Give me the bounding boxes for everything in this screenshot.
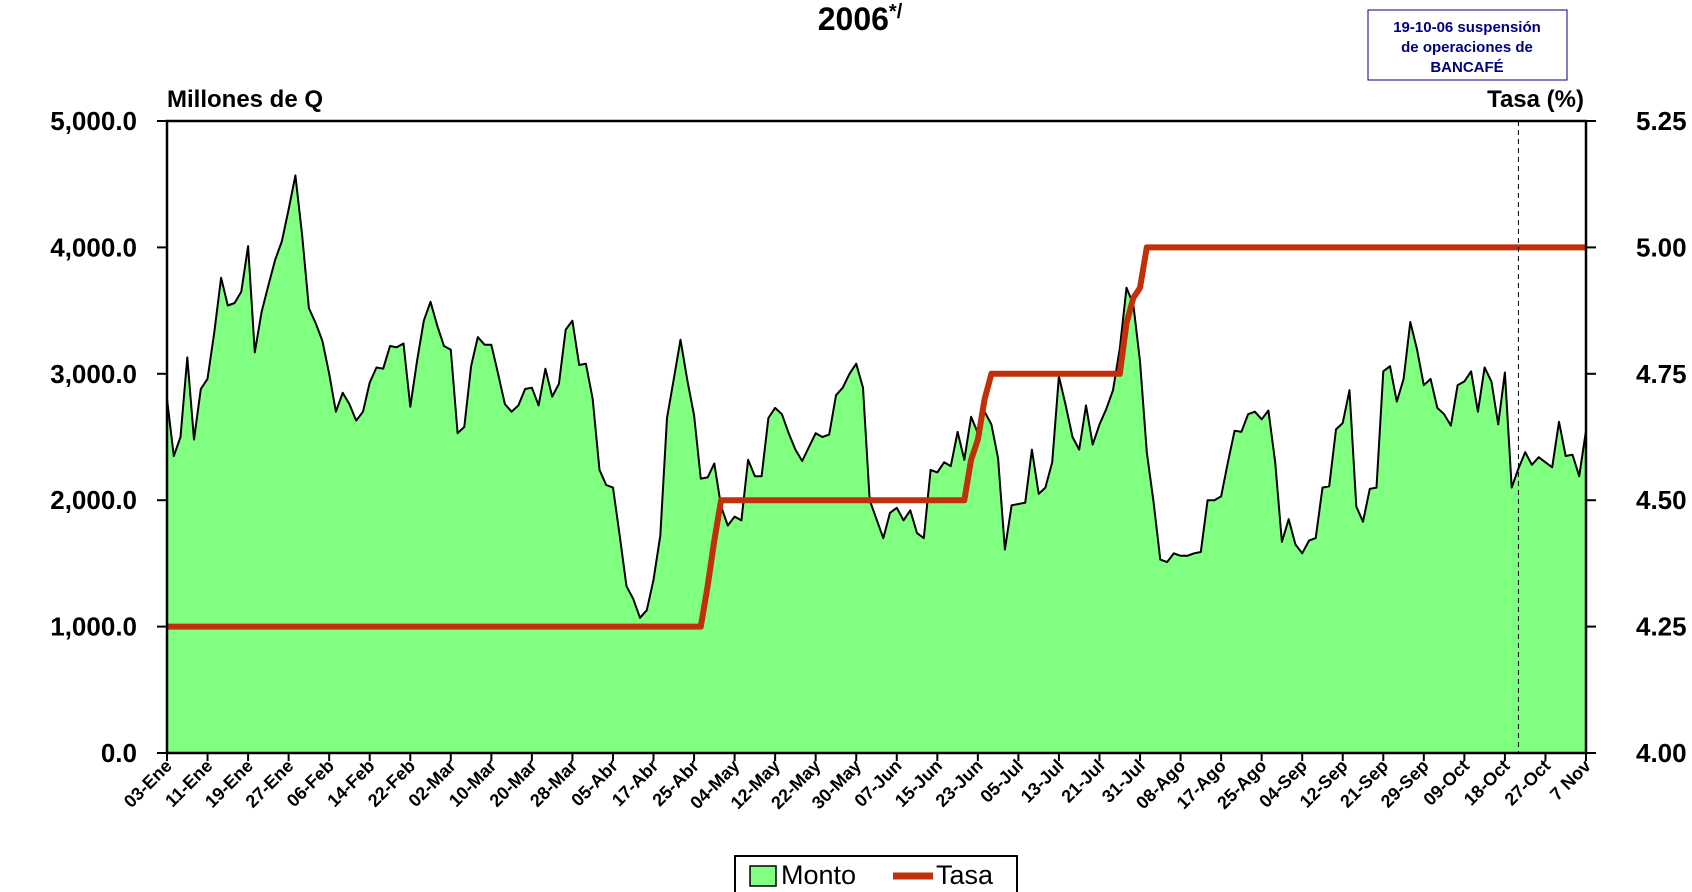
- x-tick-label: 21-Jul: [1057, 756, 1108, 807]
- y2-tick-label: 4.75: [1636, 359, 1687, 389]
- area: [166, 174, 1587, 754]
- annotation-line: 19-10-06 suspensión: [1393, 19, 1541, 36]
- legend-swatch: [749, 865, 777, 887]
- y-axis-label: Millones de Q: [167, 86, 323, 113]
- x-tick-label: 7 Nov: [1546, 756, 1595, 805]
- y-tick-label: 2,000.0: [50, 485, 137, 515]
- x-tick-label: 05-Jul: [976, 756, 1027, 807]
- y-tick-label: 1,000.0: [50, 612, 137, 642]
- line: [167, 244, 1586, 630]
- legend-label: Tasa: [936, 860, 994, 890]
- y2-tick-label: 5.00: [1636, 232, 1687, 262]
- y-tick-label: 0.0: [101, 738, 137, 768]
- title-text: 2006: [818, 1, 889, 37]
- y2-tick-label: 4.50: [1636, 485, 1687, 515]
- annotation-box: [1367, 9, 1568, 81]
- plot-area: 0.0 1,000.0 2,000.0 3,000.0 4,000.0 5,000.0 4.…: [50, 106, 1686, 813]
- y-tick-label: 4,000.0: [50, 232, 137, 262]
- title-mark: */: [889, 1, 903, 23]
- x-tick-label: 27-Oct: [1501, 756, 1555, 810]
- y2-axis-label: Tasa (%): [1487, 86, 1584, 113]
- y-tick-label: 5,000.0: [50, 106, 137, 136]
- y-tick-label: 3,000.0: [50, 359, 137, 389]
- legend-box: [734, 855, 1018, 892]
- y2-tick-label: 5.25: [1636, 106, 1687, 136]
- chart-title: 2006*/: [818, 1, 903, 37]
- annotation-line: de operaciones de: [1401, 39, 1533, 56]
- y2-tick-label: 4.25: [1636, 612, 1687, 642]
- x-tick-label: 13-Jul: [1017, 756, 1068, 807]
- legend-label: Monto: [781, 860, 856, 890]
- y2-tick-label: 4.00: [1636, 738, 1687, 768]
- annotation-line: BANCAFÉ: [1430, 59, 1503, 76]
- plot-frame: [165, 119, 1588, 755]
- legend: Monto Tasa: [734, 855, 1018, 892]
